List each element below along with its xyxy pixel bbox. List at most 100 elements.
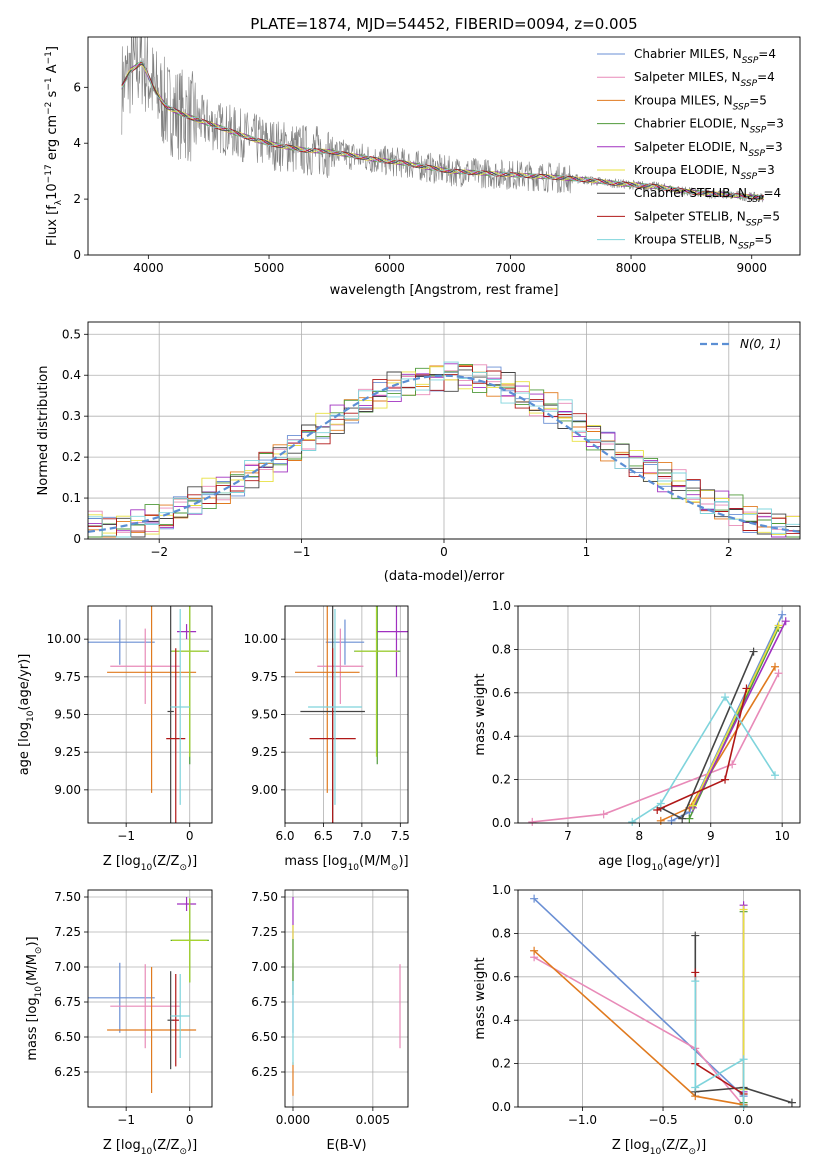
- weight_age-lines: [528, 610, 790, 826]
- weight-marker: [778, 610, 787, 619]
- y-tick-label: 0.0: [492, 816, 511, 830]
- x-axis-label-part: 10: [141, 1147, 153, 1157]
- x-axis-label-part: (M/M: [359, 854, 391, 869]
- x-axis-label-part: ⊙: [179, 863, 187, 873]
- y-tick-label: 9.25: [54, 745, 81, 759]
- y-tick-label: 6.25: [54, 1065, 81, 1079]
- age_mass-frame: [284, 605, 409, 824]
- x-tick-label: −1: [293, 545, 311, 559]
- y-tick-label: 9.00: [251, 783, 278, 797]
- x-axis-label-part: mass [log: [284, 854, 347, 869]
- x-axis-label-part: (age/yr)]: [663, 854, 720, 869]
- weight-marker: [656, 799, 665, 808]
- x-axis-label-part: )]: [696, 1138, 706, 1153]
- x-axis-label-part: )]: [187, 1138, 197, 1153]
- y-tick-label: 10.00: [47, 632, 81, 646]
- y-tick-label: 1.0: [492, 883, 511, 897]
- legend-label-part: =4: [757, 70, 775, 84]
- y-tick-label: 2: [73, 192, 81, 206]
- weight_z-frame: [517, 889, 801, 1108]
- y-tick-label: 9.00: [54, 783, 81, 797]
- legend-label-part: Salpeter STELIB, N: [634, 209, 746, 223]
- y-tick-label: 6.75: [251, 995, 278, 1009]
- legend-label-part: Salpeter MILES, N: [634, 70, 741, 84]
- legend-label-part: Kroupa STELIB, N: [634, 233, 738, 247]
- y-axis-label-part: Flux [: [45, 210, 60, 246]
- y-tick-label: 9.75: [54, 670, 81, 684]
- x-axis-label: E(B-V): [326, 1138, 366, 1153]
- x-tick-label: 0: [186, 1113, 194, 1127]
- weight-marker: [691, 977, 700, 986]
- age_z-frame: [87, 605, 213, 824]
- y-axis-label-part: erg cm: [45, 115, 60, 164]
- y-axis-label-part: (age/yr)]: [17, 654, 32, 711]
- x-tick-label: 2: [725, 545, 733, 559]
- model-spectrum-line: [121, 60, 764, 199]
- legend-label-part: SSP: [741, 172, 758, 182]
- weight-marker: [530, 894, 539, 903]
- legend-label: N(0, 1): [740, 337, 781, 351]
- mass_z-axes: −1 06.256.506.757.007.257.50Z [log10(Z/Z⊙…: [25, 889, 213, 1157]
- y-axis-label-part: 10: [34, 986, 44, 998]
- model-spectrum-line: [121, 63, 764, 201]
- weight-line: [631, 695, 776, 823]
- y-tick-label: 6.75: [54, 995, 81, 1009]
- y-tick-label: 0.0: [492, 1100, 511, 1114]
- x-tick-label: 0.000: [276, 1113, 310, 1127]
- y-tick-label: 0.4: [62, 368, 81, 382]
- x-tick-label: 0.005: [356, 1113, 390, 1127]
- weight-marker: [787, 1098, 796, 1107]
- y-tick-label: 9.75: [251, 670, 278, 684]
- y-axis-label-part: −2: [44, 102, 54, 115]
- weight-line: [533, 950, 744, 1106]
- weight-line: [692, 625, 780, 806]
- legend-label: Chabrier MILES, NSSP=4: [634, 47, 776, 66]
- x-axis-label: mass [log10(M/M⊙)]: [284, 854, 408, 873]
- x-tick-label: 7.0: [352, 829, 371, 843]
- x-tick-label: 9000: [736, 261, 767, 275]
- y-tick-label: 0.6: [492, 686, 511, 700]
- weight-marker: [739, 905, 748, 914]
- x-axis-label: Z [log10(Z/Z⊙)]: [612, 1138, 706, 1157]
- legend-label: Chabrier ELODIE, NSSP=3: [634, 117, 784, 136]
- gaussian-curve: [88, 374, 800, 533]
- x-axis-label-part: age [log: [598, 854, 651, 869]
- residual-traces: [88, 361, 800, 538]
- weight_z-lines: [530, 894, 796, 1110]
- y-tick-label: 4: [73, 136, 81, 150]
- weight-marker: [742, 684, 751, 693]
- y-axis-label: age [log10(age/yr)]: [17, 654, 36, 776]
- x-tick-label: 5000: [254, 261, 285, 275]
- y-axis-label-part: 10: [26, 710, 36, 722]
- legend-label-part: =3: [765, 140, 783, 154]
- weight-marker: [739, 1055, 748, 1064]
- x-axis-label: Z [log10(Z/Z⊙)]: [103, 854, 197, 873]
- weight-marker: [599, 810, 608, 819]
- legend-label-part: Salpeter ELODIE, N: [634, 140, 748, 154]
- y-tick-label: 10.00: [244, 632, 278, 646]
- x-tick-label: 7000: [495, 261, 526, 275]
- y-axis-label-part: (M/M: [25, 954, 40, 986]
- x-tick-label: −2: [150, 545, 168, 559]
- x-axis-label-part: ⊙: [391, 863, 399, 873]
- x-axis-label-part: 10: [651, 863, 663, 873]
- model-spectrum-line: [121, 63, 764, 200]
- weight-marker: [739, 1101, 748, 1110]
- legend-label-part: SSP: [746, 218, 763, 228]
- y-axis-label: Flux [fλ10−17 erg cm−2 s−1 A−1]: [44, 46, 64, 246]
- legend-label-part: SSP: [750, 126, 767, 136]
- weight-marker: [728, 760, 737, 769]
- y-tick-label: 0.8: [492, 642, 511, 656]
- mass_ebv-axes: 0.000 0.005 6.25 6.50 6.75 7.00 7.25 7.50 E(B-V): [251, 889, 409, 1153]
- y-axis-label-part: s: [45, 90, 60, 101]
- legend-label-part: SSP: [733, 102, 750, 112]
- y-axis-label: mass weight: [473, 957, 488, 1039]
- y-axis-label-part: −1: [44, 77, 54, 90]
- x-tick-label: −1.0: [568, 1113, 597, 1127]
- x-axis-label: (data-model)/error: [384, 569, 505, 584]
- x-axis-label-part: Z [log: [103, 1138, 141, 1153]
- weight-marker: [774, 669, 783, 678]
- figure-title: PLATE=1874, MJD=54452, FIBERID=0094, z=0…: [250, 15, 637, 33]
- x-tick-label: 6.5: [314, 829, 333, 843]
